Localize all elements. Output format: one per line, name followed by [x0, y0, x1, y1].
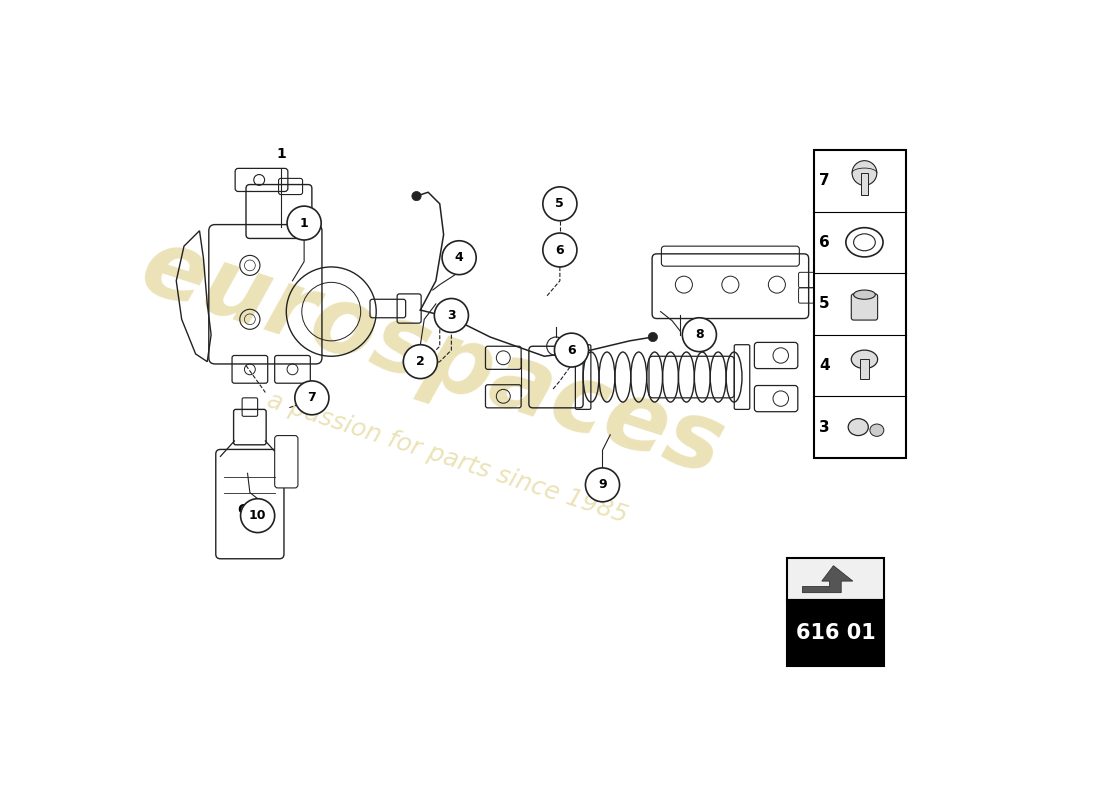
Text: 1: 1: [299, 217, 308, 230]
Ellipse shape: [854, 234, 876, 250]
Text: 3: 3: [818, 419, 829, 434]
Text: 1: 1: [276, 147, 286, 162]
FancyBboxPatch shape: [851, 294, 878, 320]
Ellipse shape: [870, 424, 883, 436]
Ellipse shape: [851, 350, 878, 369]
Circle shape: [287, 206, 321, 240]
Text: 7: 7: [818, 174, 829, 188]
Text: eurospaces: eurospaces: [129, 220, 735, 495]
Text: a passion for parts since 1985: a passion for parts since 1985: [264, 388, 630, 528]
Text: 10: 10: [249, 509, 266, 522]
Circle shape: [404, 345, 438, 378]
Text: 6: 6: [568, 344, 575, 357]
Circle shape: [682, 318, 716, 352]
Circle shape: [852, 161, 877, 186]
Bar: [814, 150, 905, 458]
Circle shape: [411, 191, 421, 201]
Text: 6: 6: [818, 235, 829, 250]
Text: 9: 9: [598, 478, 607, 491]
Text: 616 01: 616 01: [795, 623, 876, 643]
Circle shape: [434, 298, 469, 332]
Text: 5: 5: [818, 297, 829, 311]
Text: 6: 6: [556, 243, 564, 257]
Text: 4: 4: [818, 358, 829, 373]
Polygon shape: [802, 566, 852, 593]
Text: 2: 2: [416, 355, 425, 368]
Text: 5: 5: [556, 198, 564, 210]
Ellipse shape: [854, 290, 876, 299]
Text: OIL: OIL: [236, 503, 263, 518]
Circle shape: [295, 381, 329, 414]
Circle shape: [554, 333, 588, 367]
Bar: [860, 359, 869, 379]
Circle shape: [585, 468, 619, 502]
Bar: [786, 600, 883, 666]
Circle shape: [542, 233, 576, 267]
Text: 8: 8: [695, 328, 704, 341]
Circle shape: [648, 332, 658, 342]
Text: 7: 7: [308, 391, 317, 404]
FancyBboxPatch shape: [275, 435, 298, 488]
Circle shape: [542, 187, 576, 221]
Circle shape: [241, 498, 275, 533]
Text: 4: 4: [454, 251, 463, 264]
Bar: [860, 173, 868, 194]
Bar: [786, 558, 883, 600]
Circle shape: [442, 241, 476, 274]
Text: 3: 3: [447, 309, 455, 322]
Ellipse shape: [848, 418, 868, 435]
